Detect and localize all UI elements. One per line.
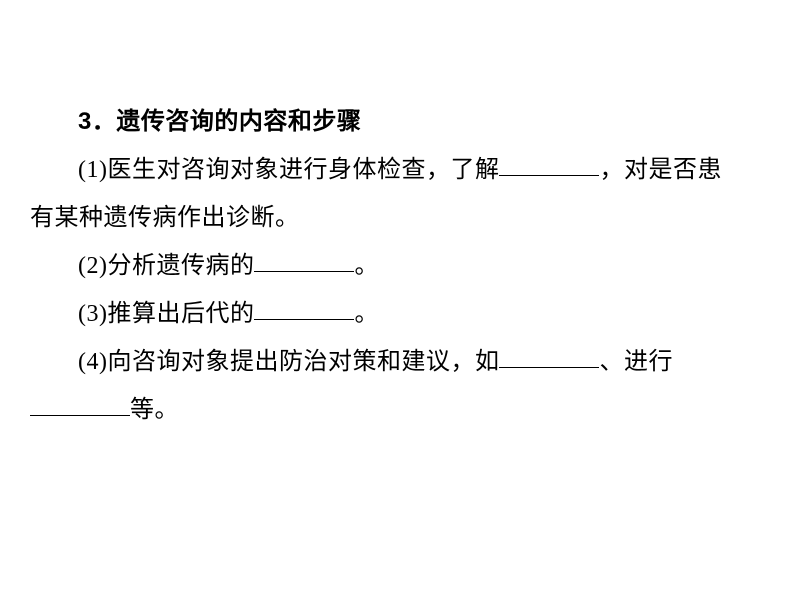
fill-blank[interactable] (499, 343, 599, 368)
item-2-text-pre: 分析遗传病的 (107, 253, 254, 279)
item-4-line-2: 等。 (30, 386, 764, 434)
heading-text: 遗传咨询的内容和步骤 (116, 108, 361, 135)
item-1-number: (1) (78, 157, 107, 183)
heading-number: 3． (78, 108, 116, 135)
fill-blank[interactable] (254, 247, 354, 272)
item-3: (3)推算出后代的 。 (30, 290, 764, 338)
item-2-number: (2) (78, 253, 107, 279)
item-2-text-post: 。 (354, 253, 379, 279)
fill-blank[interactable] (254, 295, 354, 320)
item-1-text-post1: ，对是否患 (599, 157, 722, 183)
fill-blank[interactable] (499, 151, 599, 176)
item-4-line-1: (4)向咨询对象提出防治对策和建议，如 、进行 (30, 338, 764, 386)
item-4-text-pre: 向咨询对象提出防治对策和建议，如 (107, 349, 499, 375)
document-page: 3．遗传咨询的内容和步骤 (1)医生对咨询对象进行身体检查，了解 ，对是否患 有某… (0, 0, 794, 596)
item-2: (2)分析遗传病的 。 (30, 242, 764, 290)
item-4-text-mid: 、进行 (599, 349, 673, 375)
item-1-line-1: (1)医生对咨询对象进行身体检查，了解 ，对是否患 (30, 146, 764, 194)
fill-blank[interactable] (30, 391, 130, 416)
item-3-text-pre: 推算出后代的 (107, 301, 254, 327)
section-heading: 3．遗传咨询的内容和步骤 (30, 98, 764, 146)
item-4-text-post: 等。 (130, 397, 179, 423)
item-3-number: (3) (78, 301, 107, 327)
item-1-line-2: 有某种遗传病作出诊断。 (30, 194, 764, 242)
item-4-number: (4) (78, 349, 107, 375)
item-1-text-cont: 有某种遗传病作出诊断。 (30, 205, 300, 231)
item-1-text-pre: 医生对咨询对象进行身体检查，了解 (107, 157, 499, 183)
item-3-text-post: 。 (354, 301, 379, 327)
